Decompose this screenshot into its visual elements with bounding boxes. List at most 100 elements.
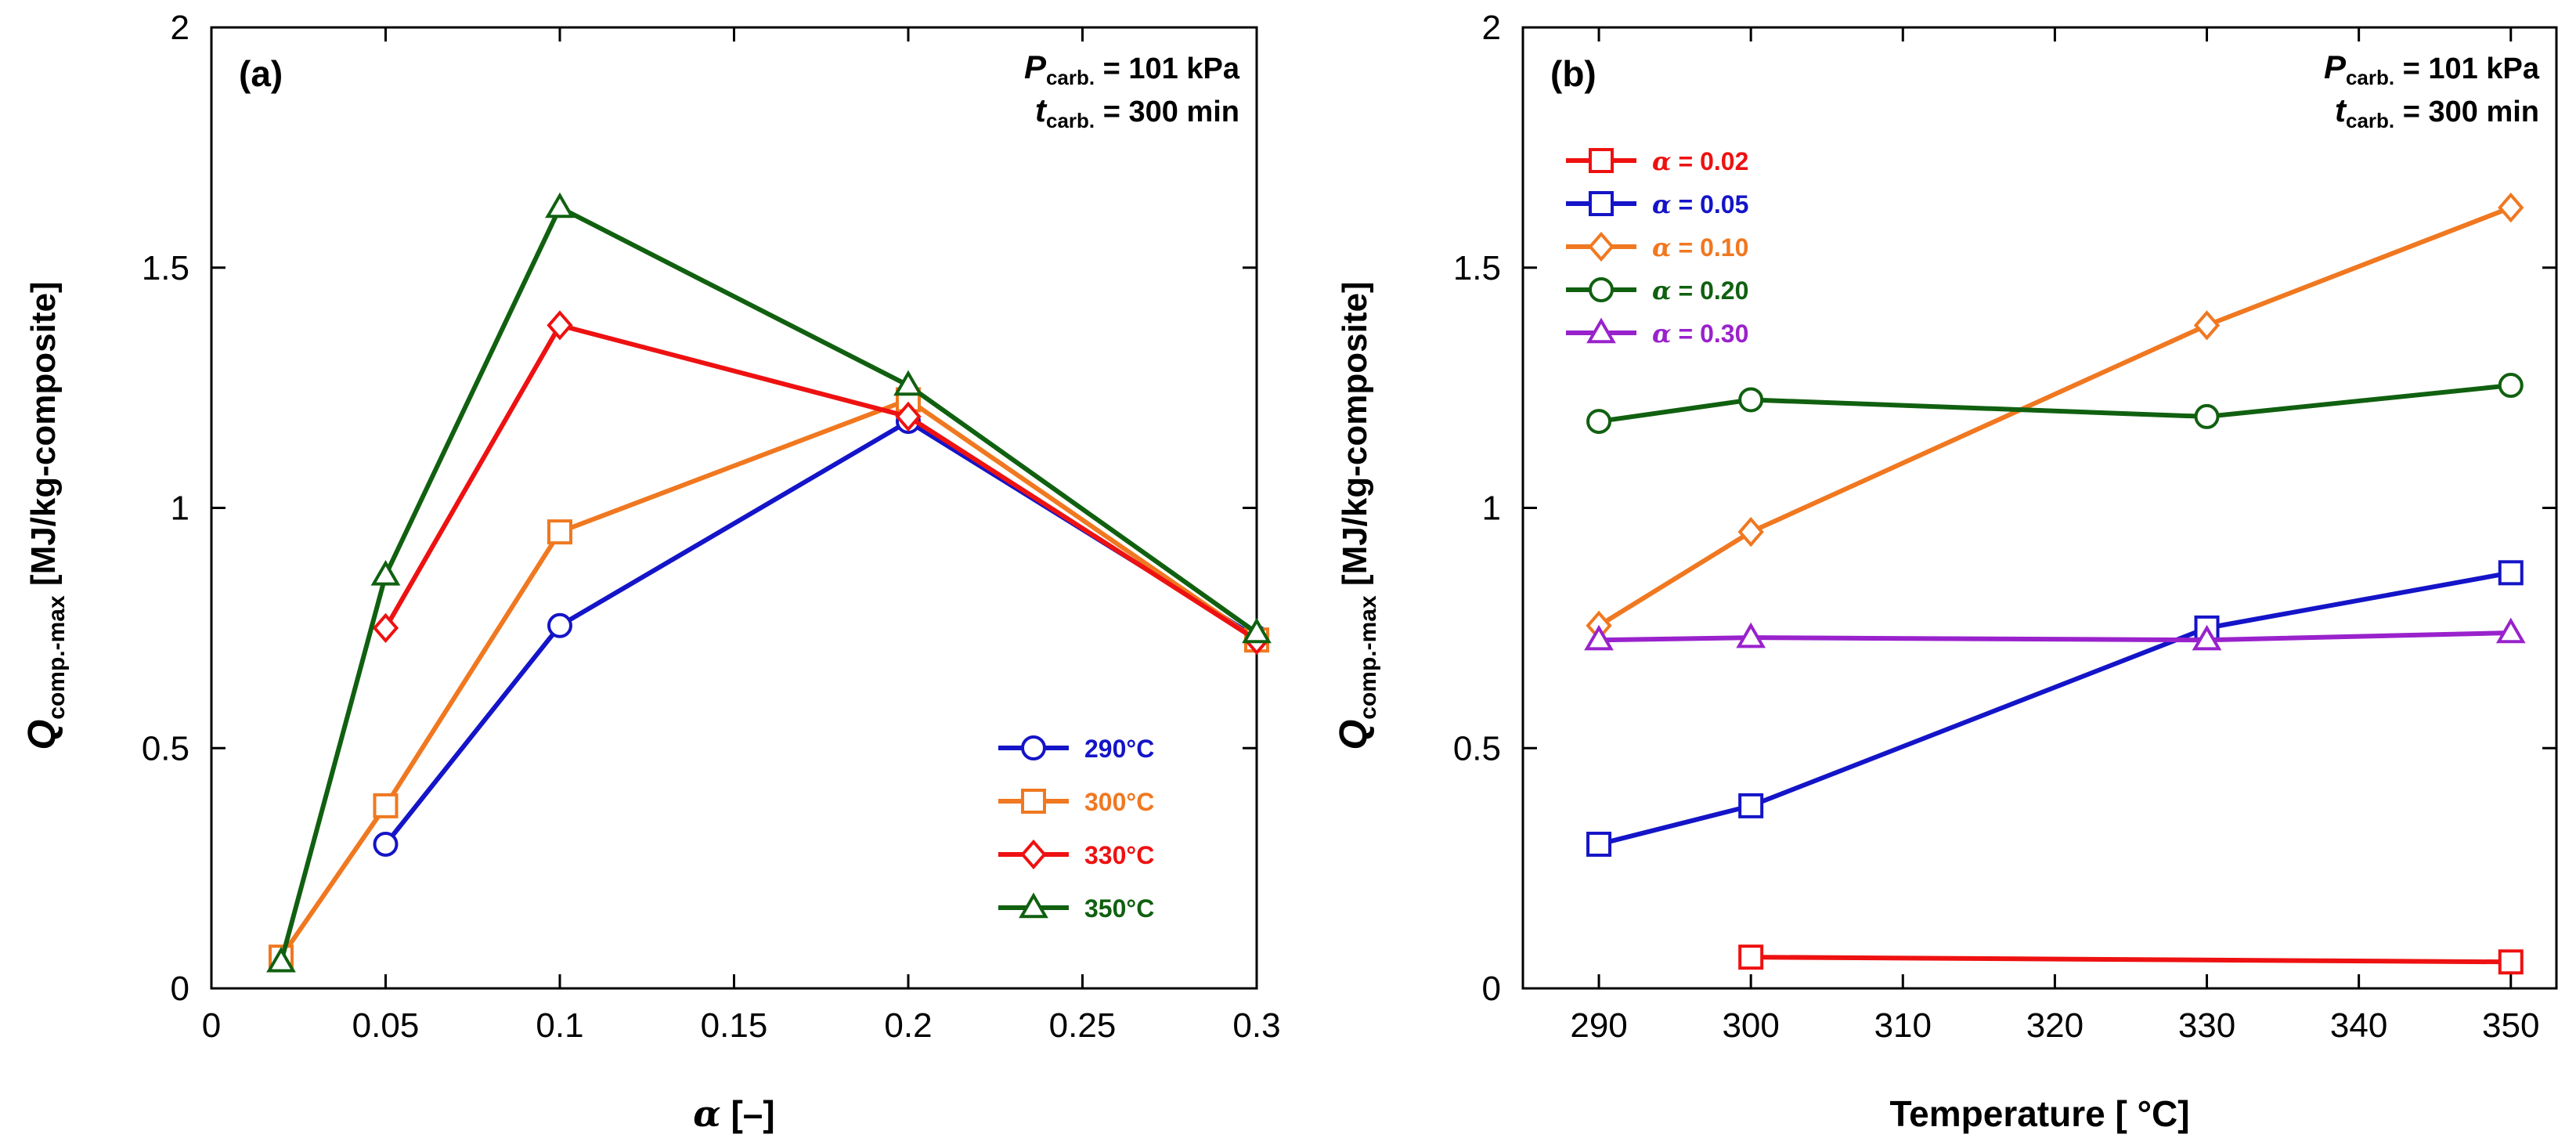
y-tick-label: 0 <box>1482 970 1501 1008</box>
x-tick-label: 340 <box>2330 1006 2387 1045</box>
data-point <box>373 793 399 818</box>
data-point <box>2192 624 2222 651</box>
data-point <box>370 559 401 586</box>
data-point <box>895 401 922 432</box>
x-tick-label: 0.25 <box>1049 1006 1117 1045</box>
x-tick-label: 290 <box>1570 1006 1627 1045</box>
data-point <box>2193 310 2221 341</box>
data-point <box>1738 793 1764 818</box>
data-point <box>266 946 296 973</box>
x-tick-label: 300 <box>1722 1006 1779 1045</box>
x-tick-label: 0 <box>202 1006 221 1045</box>
series-3 <box>1586 373 2524 435</box>
y-tick-label: 1 <box>171 489 189 528</box>
panel-label: (b) <box>1550 53 1596 94</box>
x-tick-label: 0.1 <box>536 1006 583 1045</box>
data-point <box>2498 192 2524 223</box>
y-axis-label: Qcomp.-max [MJ/kg-composite] <box>1331 281 1381 749</box>
y-tick-label: 1 <box>1482 489 1501 528</box>
data-point <box>1738 945 1764 970</box>
data-point <box>547 519 572 545</box>
legend-label: 330°C <box>1084 841 1154 869</box>
y-tick-label: 0.5 <box>142 729 189 768</box>
y-tick-label: 0 <box>171 970 189 1008</box>
x-tick-label: 0.15 <box>701 1006 768 1045</box>
chart-panel-a: 0 0.5 1 1.5 2 0 0.05 0.1 0.15 0.2 0.25 0.3 α [–] Qcom… <box>20 9 1281 1135</box>
data-point <box>2495 617 2526 644</box>
series-line <box>383 323 1258 642</box>
series-0 <box>1738 945 2524 975</box>
data-point <box>372 612 399 644</box>
data-point <box>1584 624 1614 651</box>
series-line <box>1599 630 2511 643</box>
chart-panel-b: 0 0.5 1 1.5 2 290 300 310 320 330 340 350 Temperatur… <box>1331 9 2558 1134</box>
x-tick-label: 0.2 <box>884 1006 932 1045</box>
annotation-time: tcarb. = 300 min <box>2335 92 2539 132</box>
data-point <box>1586 409 1612 435</box>
legend-label: α = 0.05 <box>1652 190 1748 219</box>
legend: α = 0.02 α = 0.05 α = 0.10 α = 0.20 α = 0.30 <box>1566 146 1748 349</box>
legend-marker <box>1021 735 1046 760</box>
data-point <box>2498 949 2524 975</box>
y-tick-label: 1.5 <box>1453 249 1501 287</box>
series-line <box>1598 383 2512 424</box>
y-tick-label: 2 <box>171 9 189 47</box>
series-1 <box>1586 560 2524 857</box>
legend: 290°C 300°C 330°C 350°C <box>998 735 1154 923</box>
legend-label: α = 0.02 <box>1652 146 1748 176</box>
series-line <box>1598 570 2512 847</box>
series-line <box>384 419 1258 846</box>
data-point <box>373 831 399 857</box>
data-point <box>2194 403 2220 429</box>
y-tick-label: 2 <box>1482 9 1501 47</box>
annotation-time: tcarb. = 300 min <box>1035 92 1239 132</box>
legend-label: 300°C <box>1084 788 1154 816</box>
data-point <box>2498 560 2524 586</box>
legend-label: α = 0.30 <box>1652 319 1748 349</box>
legend-label: 290°C <box>1084 735 1154 763</box>
data-point <box>893 370 923 396</box>
legend-marker <box>1586 317 1616 344</box>
data-point <box>1737 517 1764 547</box>
legend-marker <box>1020 839 1047 870</box>
x-tick-label: 350 <box>2482 1006 2539 1045</box>
y-axis-label: Qcomp.-max [MJ/kg-composite] <box>20 281 70 749</box>
x-tick-label: 0.3 <box>1232 1006 1280 1045</box>
series-line <box>1597 205 2512 628</box>
panel-label: (a) <box>239 53 283 94</box>
data-point <box>547 612 572 638</box>
data-point <box>1586 831 1612 857</box>
data-point <box>545 192 575 219</box>
x-tick-label: 0.05 <box>352 1006 420 1045</box>
series-2 <box>372 310 1270 656</box>
data-point <box>1736 622 1766 648</box>
legend-marker <box>1589 277 1614 302</box>
data-point <box>2498 373 2524 399</box>
series-line <box>1751 955 2511 965</box>
series-2 <box>1586 192 2524 641</box>
legend-marker <box>1588 231 1615 262</box>
legend-label: 350°C <box>1084 894 1154 923</box>
data-point <box>1242 617 1272 644</box>
x-axis-label: α [–] <box>693 1093 774 1135</box>
annotation-pressure: Pcarb. = 101 kPa <box>2324 49 2540 89</box>
legend-marker <box>1589 191 1614 216</box>
legend-label: α = 0.20 <box>1652 276 1748 305</box>
data-point <box>1738 387 1764 413</box>
data-point <box>547 310 573 341</box>
annotation-pressure: Pcarb. = 101 kPa <box>1024 49 1240 89</box>
x-tick-label: 320 <box>2026 1006 2084 1045</box>
legend-marker <box>1021 789 1046 814</box>
y-tick-label: 0.5 <box>1453 729 1501 768</box>
legend-label: α = 0.10 <box>1652 233 1748 262</box>
x-axis-label: Temperature [ °C] <box>1889 1093 2189 1134</box>
legend-marker <box>1589 148 1614 173</box>
y-tick-label: 1.5 <box>142 249 189 287</box>
series-1 <box>269 387 1269 970</box>
series-3 <box>266 192 1272 973</box>
x-tick-label: 310 <box>1874 1006 1932 1045</box>
x-tick-label: 330 <box>2178 1006 2235 1045</box>
legend-marker <box>1019 892 1048 919</box>
series-4 <box>1584 617 2526 651</box>
